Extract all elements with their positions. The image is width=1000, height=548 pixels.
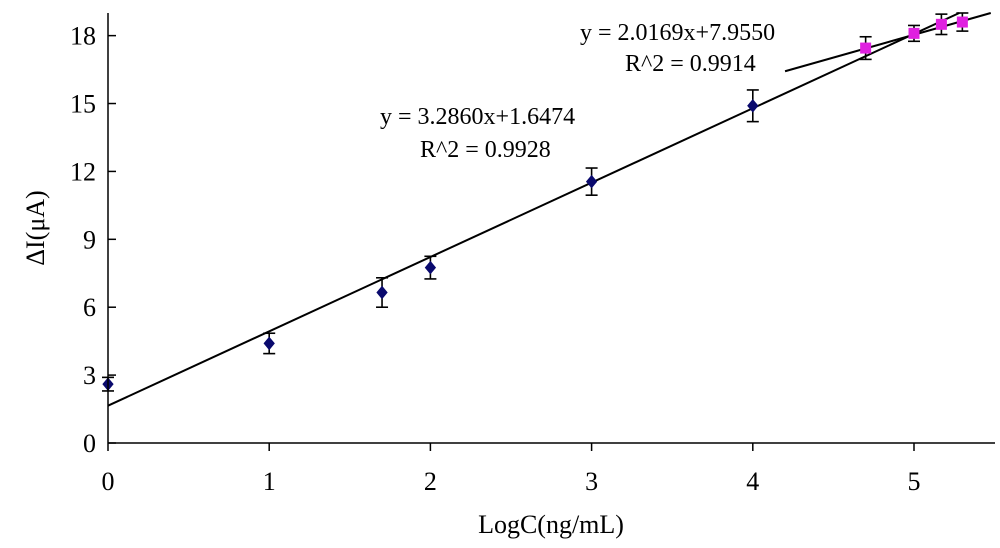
- data-point: [908, 27, 920, 39]
- x-tick-label: 4: [746, 467, 759, 496]
- y-tick-label: 0: [83, 429, 96, 458]
- y-tick-label: 3: [83, 361, 96, 390]
- axes: [107, 13, 995, 444]
- data-point: [935, 18, 947, 30]
- y-tick-label: 18: [70, 22, 96, 51]
- y-tick-label: 6: [83, 293, 96, 322]
- fit-line-1: [107, 12, 960, 407]
- y-tick-label: 12: [70, 157, 96, 186]
- fit1-equation: y = 3.2860x+1.6474: [380, 104, 575, 130]
- data-point: [585, 174, 598, 189]
- plot-area: [102, 12, 992, 407]
- y-tick-label: 9: [83, 225, 96, 254]
- x-tick-label: 1: [263, 467, 276, 496]
- x-tick-label: 5: [908, 467, 921, 496]
- x-tick-label: 2: [424, 467, 437, 496]
- data-point: [747, 99, 759, 113]
- x-tick-label: 0: [102, 467, 115, 496]
- y-axis-ticks: 0 3 6 9 12 15 18: [70, 22, 116, 458]
- y-axis-title: ΔI(μA): [21, 190, 50, 265]
- data-point: [376, 285, 388, 300]
- fit1-r-squared: R^2 = 0.9928: [420, 137, 551, 163]
- x-axis-title: LogC(ng/mL): [478, 510, 624, 539]
- data-point: [263, 336, 275, 351]
- data-point: [424, 260, 437, 275]
- fit-line-2: [784, 12, 992, 73]
- x-tick-label: 3: [585, 467, 598, 496]
- fit2-equation: y = 2.0169x+7.9550: [580, 20, 775, 46]
- fit2-r-squared: R^2 = 0.9914: [625, 51, 756, 77]
- data-point: [956, 16, 968, 28]
- x-axis-ticks: 0 1 2 3 4 5: [102, 443, 921, 496]
- data-point: [860, 42, 872, 54]
- y-tick-label: 15: [70, 90, 96, 119]
